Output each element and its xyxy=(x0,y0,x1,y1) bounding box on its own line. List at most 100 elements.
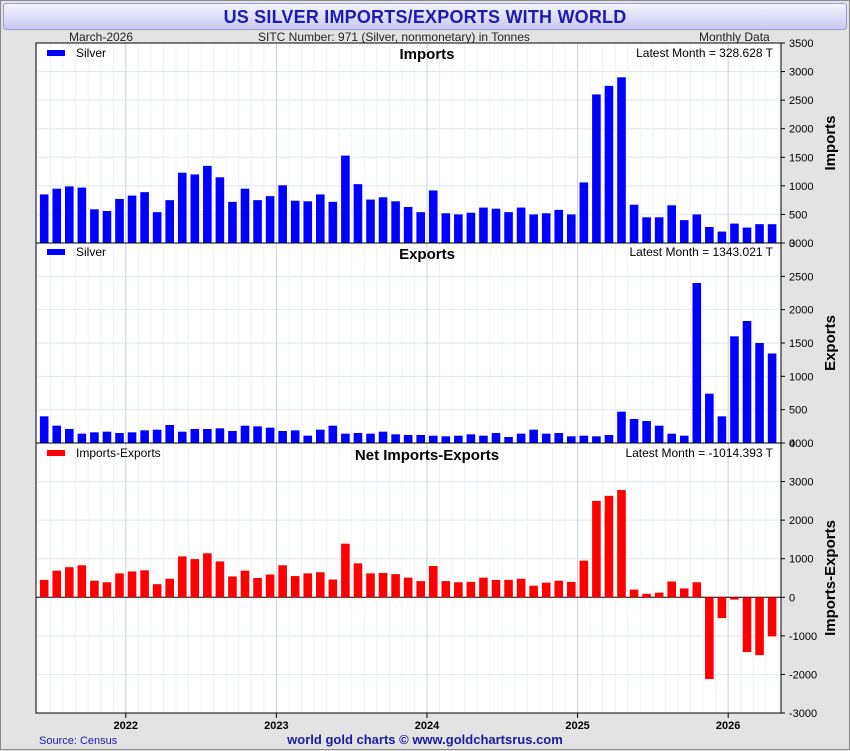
bar xyxy=(516,578,526,598)
bar xyxy=(428,566,438,598)
bar xyxy=(717,231,727,243)
source-label: Source: Census xyxy=(39,735,118,747)
y-tick-label: 1000 xyxy=(789,181,813,193)
bar xyxy=(479,207,488,243)
bar xyxy=(165,200,174,243)
legend-label: Silver xyxy=(76,245,106,259)
bar xyxy=(328,579,338,598)
bar xyxy=(454,214,463,243)
bar xyxy=(316,429,325,443)
y-tick-label: 4000 xyxy=(789,438,813,450)
bar xyxy=(127,432,137,443)
bar xyxy=(541,213,551,243)
bar xyxy=(767,597,777,637)
bar xyxy=(642,421,651,443)
bar xyxy=(742,227,752,243)
bar xyxy=(228,431,237,443)
y-tick-label: 2500 xyxy=(789,271,813,283)
bar xyxy=(529,429,538,443)
y-tick-label: -3000 xyxy=(789,708,817,720)
bar xyxy=(679,588,689,598)
bar xyxy=(215,561,225,598)
y-tick-label: 2000 xyxy=(789,515,813,527)
bar xyxy=(165,578,174,598)
bar xyxy=(52,425,62,443)
y-tick-label: 500 xyxy=(789,209,807,221)
bar xyxy=(177,172,187,243)
bar xyxy=(567,581,576,598)
bar xyxy=(529,585,538,598)
bar xyxy=(366,433,375,443)
latest-month-label: Latest Month = 1343.021 T xyxy=(629,245,773,259)
bar xyxy=(604,85,614,243)
bar xyxy=(278,185,287,243)
bar xyxy=(378,197,388,243)
bar xyxy=(65,567,74,598)
bar xyxy=(290,430,300,443)
bar xyxy=(466,434,476,443)
bar xyxy=(755,343,764,443)
bar xyxy=(240,570,250,598)
bar xyxy=(90,432,99,443)
bar xyxy=(642,593,651,598)
bar xyxy=(140,192,149,243)
bar xyxy=(403,577,413,598)
bar xyxy=(77,187,87,243)
bar xyxy=(240,425,250,443)
bar xyxy=(127,571,137,598)
bar xyxy=(353,433,363,443)
bar xyxy=(604,495,614,598)
bar xyxy=(65,186,74,243)
bar xyxy=(102,211,112,243)
bar xyxy=(303,435,313,443)
bar xyxy=(541,433,551,443)
y-tick-label: 500 xyxy=(789,405,807,417)
bar xyxy=(454,435,463,443)
bar xyxy=(378,431,388,443)
x-tick-label: 2025 xyxy=(565,720,589,732)
bar xyxy=(579,435,589,443)
bar xyxy=(705,597,714,680)
bar xyxy=(366,573,375,598)
chart-title: US SILVER IMPORTS/EXPORTS WITH WORLD xyxy=(223,7,627,27)
x-tick-label: 2023 xyxy=(264,720,288,732)
legend-swatch xyxy=(47,450,65,456)
bar xyxy=(654,217,664,243)
bar xyxy=(127,195,137,243)
bar xyxy=(604,435,614,443)
y-axis-title: Imports-Exports xyxy=(822,520,839,636)
bar xyxy=(755,597,764,656)
bar xyxy=(617,77,626,243)
bar xyxy=(152,429,162,443)
bar xyxy=(504,212,513,243)
bar xyxy=(77,433,87,443)
latest-month-label: Latest Month = 328.628 T xyxy=(636,46,774,60)
bar xyxy=(755,224,764,243)
bar xyxy=(39,194,49,243)
bar xyxy=(441,213,451,243)
bar xyxy=(341,543,350,598)
bar xyxy=(366,199,375,243)
bar xyxy=(767,224,777,243)
latest-month-label: Latest Month = -1014.393 T xyxy=(625,446,773,460)
bar xyxy=(253,426,262,443)
bar xyxy=(102,431,112,443)
bar xyxy=(115,199,124,243)
y-tick-label: 3000 xyxy=(789,238,813,250)
bar xyxy=(592,500,601,598)
bar xyxy=(617,411,626,443)
bar xyxy=(529,214,538,243)
bar xyxy=(278,565,287,598)
legend-swatch xyxy=(47,50,65,56)
bar xyxy=(403,207,413,243)
date-label: March-2026 xyxy=(69,30,134,44)
y-tick-label: 3000 xyxy=(789,477,813,489)
sitc-label: SITC Number: 971 (Silver, nonmonetary) i… xyxy=(258,30,530,44)
bar xyxy=(730,597,739,600)
bar xyxy=(391,434,400,443)
bar xyxy=(592,436,601,443)
bar xyxy=(215,177,225,243)
bar xyxy=(177,556,187,598)
bar xyxy=(730,223,739,243)
bar xyxy=(705,393,714,443)
